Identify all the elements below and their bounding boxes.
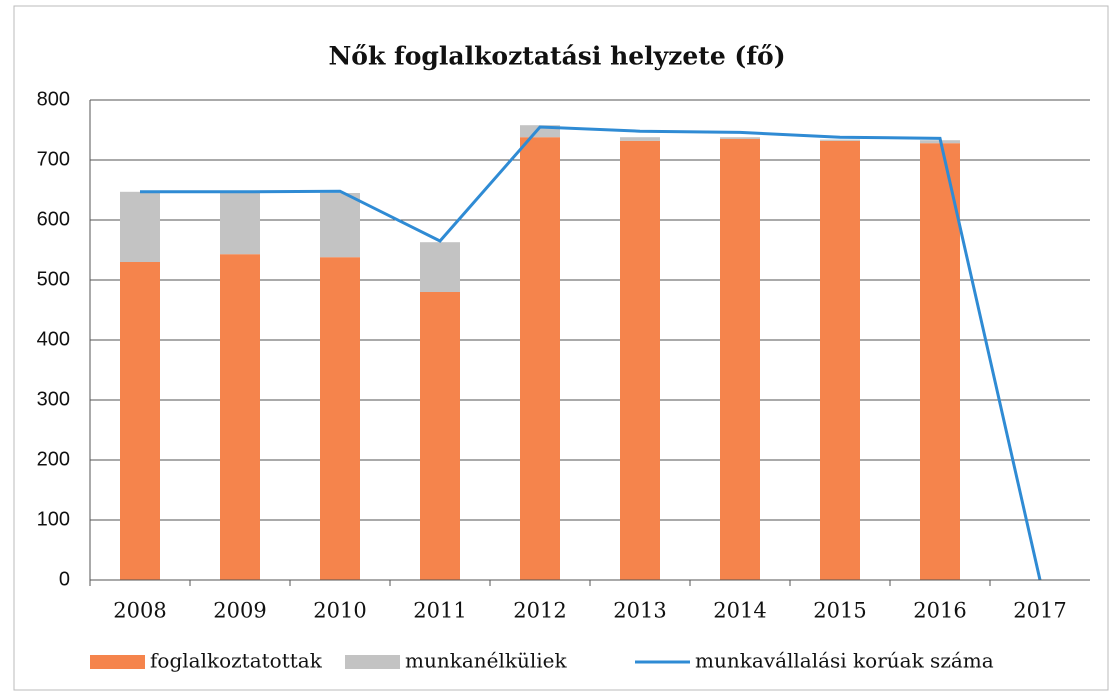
legend-label: munkavállalási korúak száma bbox=[695, 649, 994, 673]
x-tick-label: 2008 bbox=[113, 599, 166, 623]
bar-segment bbox=[220, 193, 260, 255]
bar-segment bbox=[120, 262, 160, 580]
x-tick-label: 2012 bbox=[513, 599, 566, 623]
line-series bbox=[140, 125, 1042, 581]
x-tick-label: 2010 bbox=[313, 599, 366, 623]
bar-segment bbox=[320, 257, 360, 580]
bar-segment bbox=[820, 139, 860, 141]
bar-segment bbox=[520, 137, 560, 580]
x-tick-label: 2015 bbox=[813, 599, 866, 623]
legend-swatch bbox=[345, 655, 400, 669]
y-tick-label: 400 bbox=[37, 328, 70, 350]
y-tick-label: 100 bbox=[37, 508, 70, 530]
legend-label: foglalkoztatottak bbox=[150, 649, 323, 673]
bar-segment bbox=[720, 137, 760, 139]
bar-segment bbox=[920, 143, 960, 580]
bar-segment bbox=[220, 254, 260, 580]
chart-border bbox=[13, 5, 1109, 691]
y-tick-label: 200 bbox=[37, 448, 70, 470]
y-tick-label: 300 bbox=[37, 388, 70, 410]
x-tick-label: 2009 bbox=[213, 599, 266, 623]
legend-label: munkanélküliek bbox=[405, 649, 568, 673]
legend-swatch bbox=[90, 655, 145, 669]
y-tick-label: 0 bbox=[59, 568, 70, 590]
y-tick-label: 600 bbox=[37, 208, 70, 230]
x-tick-label: 2013 bbox=[613, 599, 666, 623]
y-tick-label: 500 bbox=[37, 268, 70, 290]
x-tick-label: 2017 bbox=[1013, 599, 1066, 623]
y-tick-label: 700 bbox=[37, 148, 70, 170]
x-tick-label: 2014 bbox=[713, 599, 766, 623]
bar-segment bbox=[820, 140, 860, 581]
bar-segment bbox=[320, 193, 360, 258]
y-tick-label: 800 bbox=[37, 88, 70, 110]
bar-segment bbox=[620, 137, 660, 141]
bar-segment bbox=[620, 140, 660, 581]
bar-segment bbox=[420, 242, 460, 292]
chart-title: Nők foglalkoztatási helyzete (fő) bbox=[328, 42, 785, 71]
bar-segment bbox=[720, 139, 760, 580]
bar-segment bbox=[120, 191, 160, 262]
x-tick-label: 2016 bbox=[913, 599, 966, 623]
bar-segment bbox=[420, 292, 460, 580]
x-tick-label: 2011 bbox=[413, 599, 466, 623]
